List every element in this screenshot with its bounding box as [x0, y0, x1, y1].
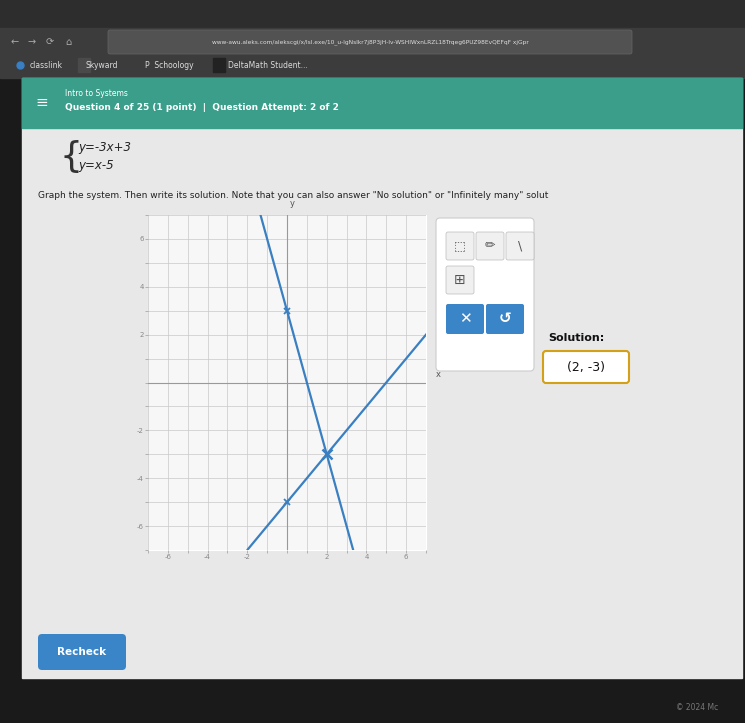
Text: ←: ← — [11, 37, 19, 47]
Text: {: { — [60, 140, 83, 174]
Text: Solution:: Solution: — [548, 333, 604, 343]
Bar — [0, 28, 745, 60]
Bar — [148, 215, 426, 550]
Text: y=x-5: y=x-5 — [78, 160, 114, 173]
Text: Intro to Systems: Intro to Systems — [65, 88, 128, 98]
Text: ⊞: ⊞ — [454, 273, 466, 287]
FancyBboxPatch shape — [506, 232, 534, 260]
Text: Recheck: Recheck — [57, 647, 107, 657]
Bar — [22, 78, 742, 678]
FancyBboxPatch shape — [446, 232, 474, 260]
FancyBboxPatch shape — [446, 304, 484, 334]
Bar — [0, 0, 745, 28]
Text: y: y — [290, 199, 295, 208]
Bar — [213, 58, 225, 72]
Text: Graph the system. Then write its solution. Note that you can also answer "No sol: Graph the system. Then write its solutio… — [38, 190, 548, 200]
Bar — [78, 58, 90, 72]
Text: ↺: ↺ — [498, 312, 511, 327]
Text: Skyward: Skyward — [85, 61, 118, 69]
Text: ≡: ≡ — [36, 95, 48, 111]
FancyBboxPatch shape — [108, 30, 632, 54]
Text: ✏: ✏ — [485, 239, 495, 252]
Bar — [0, 52, 745, 78]
Text: P  Schoology: P Schoology — [145, 61, 194, 69]
Text: ⌂: ⌂ — [65, 37, 71, 47]
Text: (2, -3): (2, -3) — [567, 361, 605, 374]
FancyBboxPatch shape — [486, 304, 524, 334]
Text: Question 4 of 25 (1 point)  |  Question Attempt: 2 of 2: Question 4 of 25 (1 point) | Question At… — [65, 103, 339, 113]
FancyBboxPatch shape — [476, 232, 504, 260]
Text: ⟳: ⟳ — [46, 37, 54, 47]
Text: DeltaMath Student...: DeltaMath Student... — [228, 61, 308, 69]
Text: ⬚: ⬚ — [454, 239, 466, 252]
Text: →: → — [28, 37, 36, 47]
Text: © 2024 Mc: © 2024 Mc — [676, 703, 718, 712]
FancyBboxPatch shape — [38, 634, 126, 670]
Text: classlink: classlink — [30, 61, 63, 69]
FancyBboxPatch shape — [543, 351, 629, 383]
Text: ✕: ✕ — [459, 312, 472, 327]
FancyBboxPatch shape — [446, 266, 474, 294]
Text: www-awu.aleks.com/alekscgi/x/lsl.exe/10_u-lgNslkr7j8P3jH-lv-WSHIWxnLRZL18Trqeg6P: www-awu.aleks.com/alekscgi/x/lsl.exe/10_… — [212, 39, 528, 45]
Text: y=-3x+3: y=-3x+3 — [78, 142, 131, 155]
FancyBboxPatch shape — [436, 218, 534, 371]
Text: \: \ — [518, 239, 522, 252]
Text: x: x — [435, 370, 440, 379]
Bar — [22, 78, 742, 128]
